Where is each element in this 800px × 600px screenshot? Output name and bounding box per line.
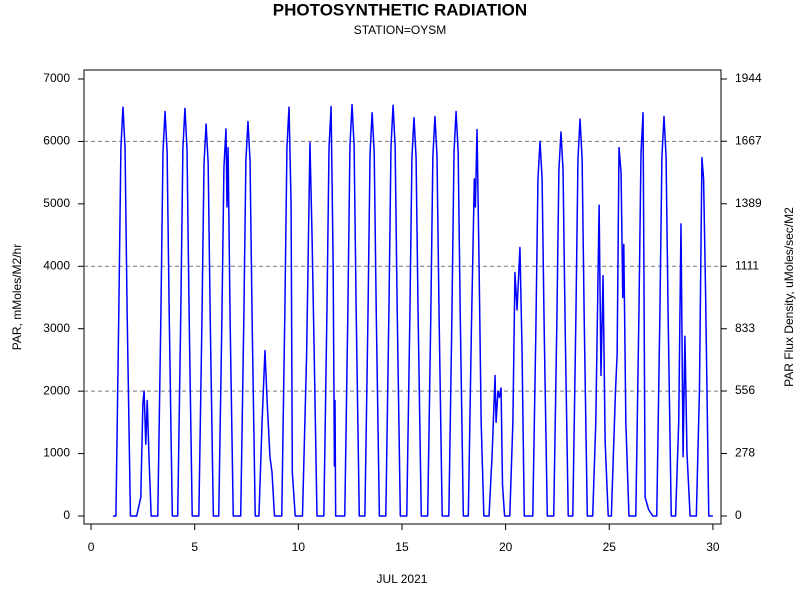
x-axis-label: JUL 2021 (377, 572, 428, 586)
x-tick-label: 0 (88, 540, 95, 554)
chart-subtitle: STATION=OYSM (354, 23, 447, 37)
y2-tick-label: 833 (735, 321, 755, 335)
x-tick-label: 25 (603, 540, 617, 554)
y2-tick-label: 1667 (735, 133, 762, 147)
y-tick-label: 7000 (43, 71, 70, 85)
y2-tick-label: 1389 (735, 196, 762, 210)
x-tick-label: 30 (706, 540, 720, 554)
x-tick-label: 5 (191, 540, 198, 554)
y-tick-label: 3000 (43, 321, 70, 335)
y-tick-label: 5000 (43, 196, 70, 210)
data-line (113, 103, 713, 517)
x-tick-label: 15 (395, 540, 409, 554)
y-tick-label: 2000 (43, 383, 70, 397)
y-axis-label: PAR, mMoles/M2/hr (10, 244, 24, 350)
y-tick-label: 6000 (43, 134, 70, 148)
x-tick-label: 20 (499, 540, 513, 554)
y-tick-label: 4000 (43, 258, 70, 272)
chart-title: PHOTOSYNTHETIC RADIATION (273, 0, 527, 19)
plot-frame (83, 69, 722, 525)
y-tick-label: 1000 (43, 446, 70, 460)
y2-axis-label: PAR Flux Density, uMoles/sec/M2 (782, 207, 796, 387)
y2-tick-label: 278 (735, 446, 755, 460)
y2-tick-label: 0 (735, 508, 742, 522)
y-tick-label: 0 (63, 508, 70, 522)
y2-tick-label: 556 (735, 383, 755, 397)
x-tick-label: 10 (292, 540, 306, 554)
y2-tick-label: 1111 (735, 258, 759, 272)
y2-tick-label: 1944 (735, 71, 762, 85)
